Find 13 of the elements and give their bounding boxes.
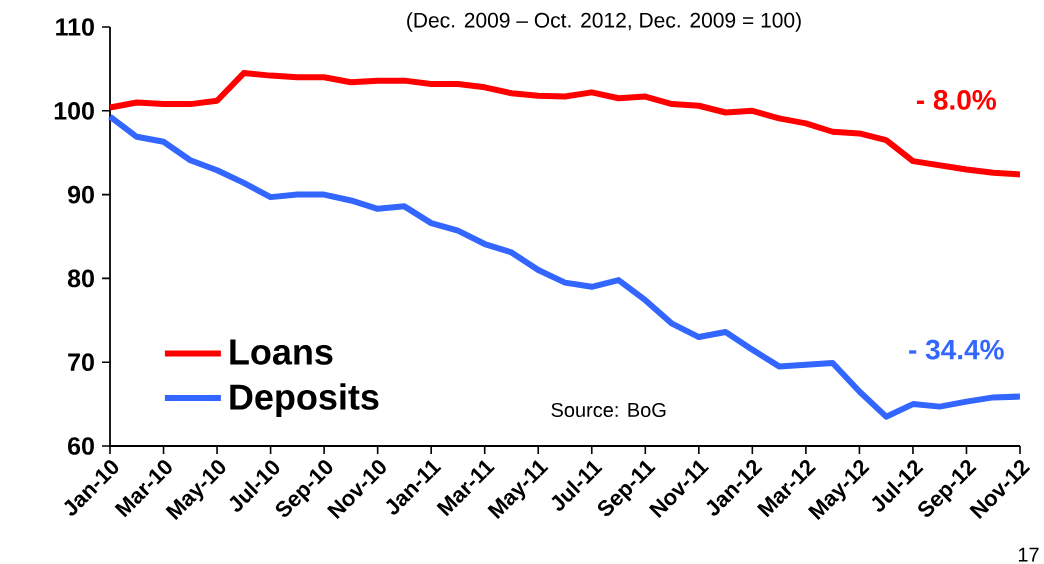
y-tick-label: 110 [56, 18, 94, 36]
annotation: - 8.0% [916, 89, 996, 110]
y-tick-label: 60 [68, 437, 94, 455]
y-tick-label: 80 [67, 269, 94, 288]
annotation: Source: BoG [551, 402, 666, 418]
y-tick-label: 90 [68, 185, 94, 204]
legend-label: Deposits [230, 383, 379, 417]
annotation: - 34.4% [909, 339, 1004, 360]
y-tick-label: 100 [54, 101, 94, 120]
chart-subtitle: (Dec. 2009 – Oct. 2012, Dec. 2009 = 100) [407, 12, 801, 32]
text: 17 [1018, 547, 1039, 562]
y-tick-label: 70 [68, 353, 94, 372]
legend-label: Loans [230, 339, 333, 365]
